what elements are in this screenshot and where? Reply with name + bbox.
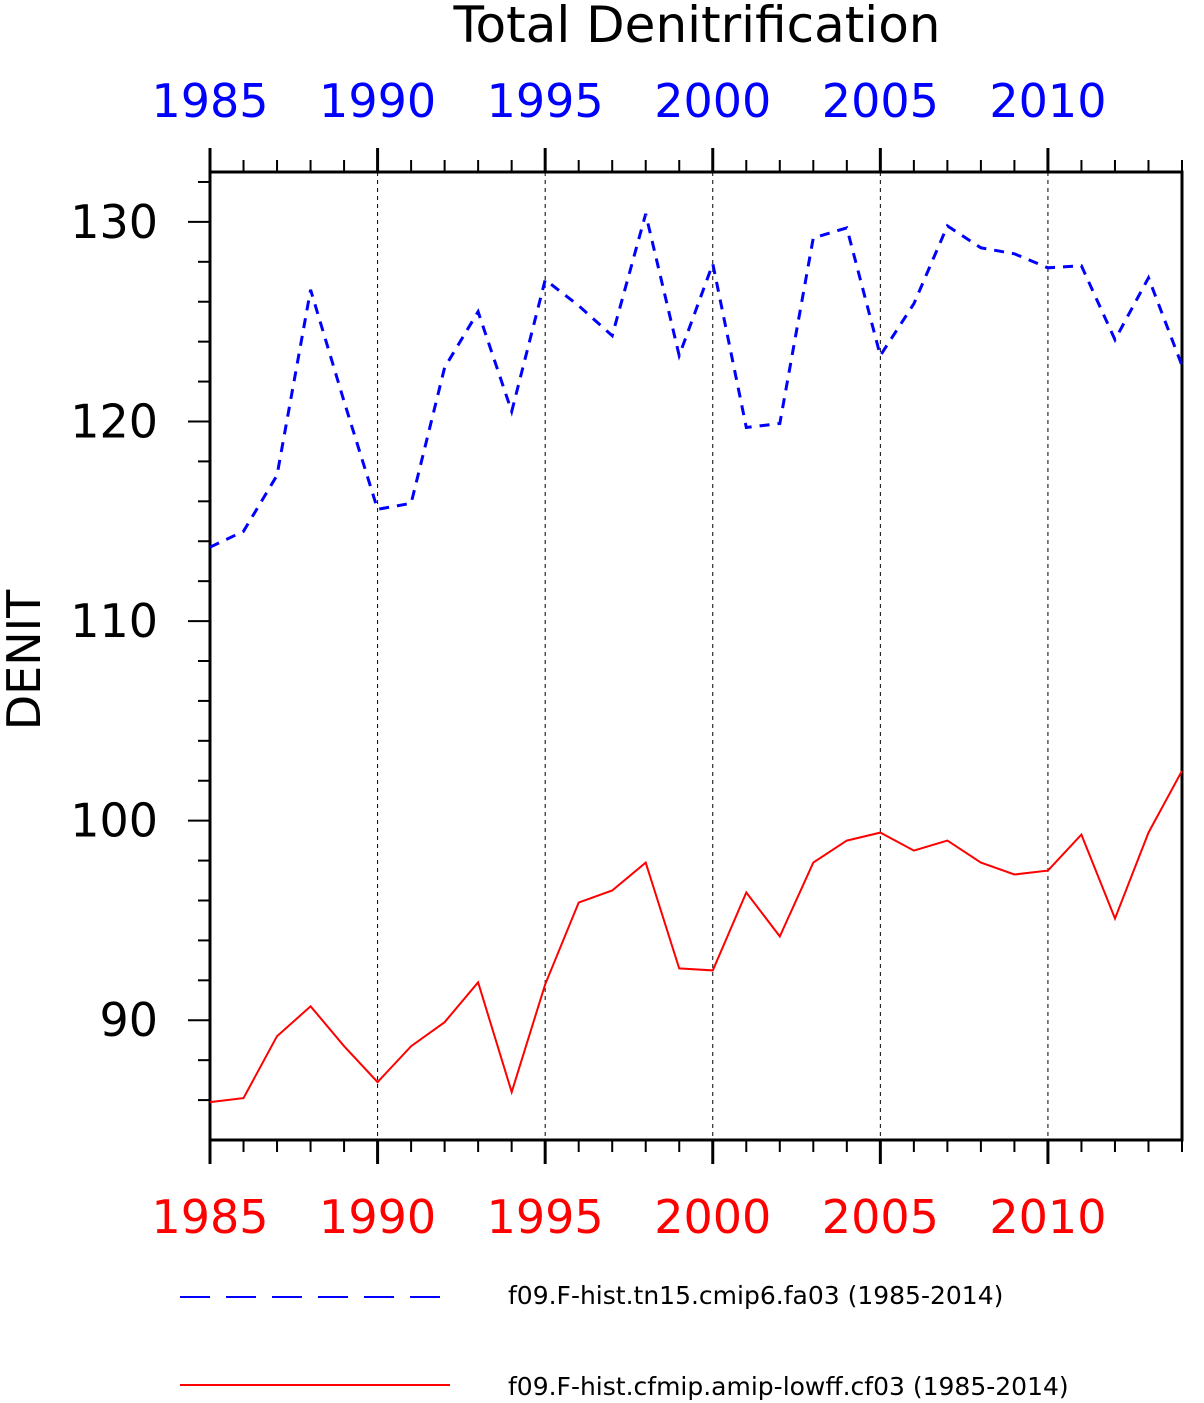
- tick-labels: 1985 1985 1990 1990 1995 1995 2000 2000 2005 2005…: [70, 74, 1106, 1244]
- x-gridlines: [377, 172, 1049, 1140]
- x-tick-label-bottom-1990: 1990: [319, 1190, 436, 1244]
- y-tick-label-90: 90: [99, 993, 158, 1047]
- y-tick-label-120: 120: [70, 394, 158, 448]
- series-lines: [209, 213, 1184, 1104]
- y-tick-label-110: 110: [70, 594, 158, 648]
- x-tick-label-bottom-1985: 1985: [151, 1190, 268, 1244]
- x-tick-label-top-1985: 1985: [151, 74, 268, 128]
- y-axis-label: DENIT: [0, 589, 51, 730]
- x-tick-label-top-1990: 1990: [319, 74, 436, 128]
- y-tick-label-100: 100: [70, 794, 158, 848]
- chart-title: Total Denitrification: [453, 0, 941, 54]
- x-tick-label-bottom-1995: 1995: [487, 1190, 604, 1244]
- x-tick-label-bottom-2005: 2005: [822, 1190, 939, 1244]
- series-line-1: [209, 213, 1184, 549]
- plot-frame: [208, 170, 1184, 1142]
- y-tick-label-130: 130: [70, 195, 158, 249]
- x-tick-label-top-2010: 2010: [989, 74, 1106, 128]
- series-line-2: [209, 770, 1183, 1104]
- x-tick-label-top-1995: 1995: [487, 74, 604, 128]
- x-tick-label-bottom-2000: 2000: [654, 1190, 771, 1244]
- legend-label-series-1: f09.F-hist.tn15.cmip6.fa03 (1985-2014): [508, 1281, 1004, 1310]
- x-tick-label-bottom-2010: 2010: [989, 1190, 1106, 1244]
- legend: [180, 1296, 450, 1386]
- x-tick-label-top-2005: 2005: [822, 74, 939, 128]
- x-tick-label-top-2000: 2000: [654, 74, 771, 128]
- legend-label-series-2: f09.F-hist.cfmip.amip-lowff.cf03 (1985-2…: [508, 1372, 1069, 1401]
- axis-ticks: [188, 148, 1183, 1164]
